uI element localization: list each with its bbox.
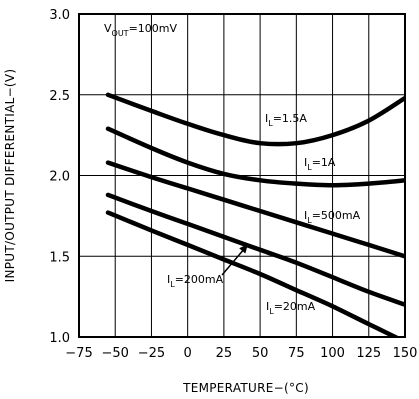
series-line-3 [105,192,405,307]
series-label-2: IL=500mA [304,209,361,225]
annotation-arrow [221,247,246,276]
x-tick-label: −25 [138,346,165,361]
y-tick-label: 1.0 [49,331,70,346]
x-tick-label: 0 [184,346,192,361]
series-label-1: IL=1A [304,156,336,172]
annotation-arrowhead [239,244,248,254]
tick-labels: −75 −50 −25 0 25 50 75 100 125 150 1.0 1.5 2.0 2.5 3.0 [49,8,417,361]
y-axis-title: INPUT/OUTPUT DIFFERENTIAL−(V) [3,69,17,283]
y-tick-label: 3.0 [49,8,70,23]
grid [79,14,405,337]
x-tick-label: 100 [320,346,345,361]
y-tick-label: 1.5 [49,250,70,265]
x-tick-label: 125 [356,346,381,361]
series-line-1 [105,126,405,188]
series-line-0 [105,92,405,147]
condition-label: VOUT=100mV [104,22,178,38]
x-tick-label: −75 [65,346,92,361]
x-tick-label: 150 [393,346,418,361]
series-label-4: IL=20mA [266,300,316,316]
plot-frame [78,13,406,338]
x-tick-label: 25 [216,346,233,361]
x-tick-label: 75 [288,346,305,361]
x-tick-label: 50 [252,346,269,361]
y-tick-label: 2.0 [49,170,70,185]
series-lines [105,92,405,337]
x-axis-title: TEMPERATURE−(°C) [182,381,309,395]
series-line-4 [105,210,401,337]
series-label-3: IL=200mA [167,273,224,289]
y-tick-label: 2.5 [49,89,70,104]
series-line-2 [105,160,405,259]
annotations: VOUT=100mV IL=1.5A IL=1A IL=500mA IL=200mA IL… [104,22,361,316]
series-label-0: IL=1.5A [265,112,307,128]
x-tick-label: −50 [102,346,129,361]
